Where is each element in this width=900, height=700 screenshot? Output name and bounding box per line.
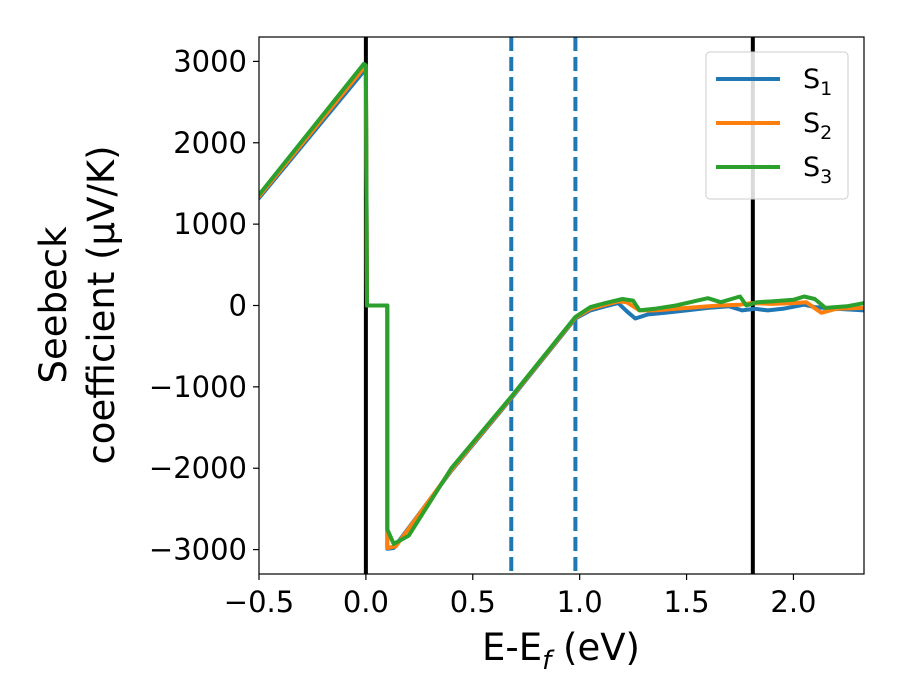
legend-label-s3: S3 (803, 152, 832, 188)
y-tick-label: 2000 (173, 126, 247, 160)
y-tick-label: −1000 (149, 370, 247, 404)
x-tick-label: 1.5 (663, 585, 709, 619)
x-tick-label: 0.5 (450, 585, 496, 619)
legend-box (705, 51, 849, 200)
y-tick-label: 0 (229, 289, 247, 323)
x-tick-label: 0.0 (343, 585, 389, 619)
y-tick-label: −3000 (149, 533, 247, 567)
y-tick-label: 3000 (173, 44, 247, 78)
y-axis-label-line2: coefficient (μV/K) (80, 145, 123, 464)
series-line-s3 (259, 61, 864, 546)
legend-label-s1: S1 (803, 64, 832, 100)
legend-label-s2: S2 (803, 108, 832, 144)
x-axis-ticks: −0.5 0.0 0.5 1.0 1.5 2.0 (224, 574, 817, 619)
y-axis-label-line1: Seebeck (32, 226, 75, 384)
y-tick-label: 1000 (173, 207, 247, 241)
y-tick-label: −2000 (149, 451, 247, 485)
y-axis-ticks: 3000 2000 1000 0 −1000 −2000 −3000 (149, 44, 259, 567)
x-tick-label: 1.0 (557, 585, 603, 619)
x-tick-label: 2.0 (770, 585, 816, 619)
series-lines (259, 61, 864, 551)
x-axis-label: E-Ef (eV) (482, 626, 640, 676)
legend: S1 S2 S3 (705, 51, 849, 200)
x-tick-label: −0.5 (224, 585, 294, 619)
